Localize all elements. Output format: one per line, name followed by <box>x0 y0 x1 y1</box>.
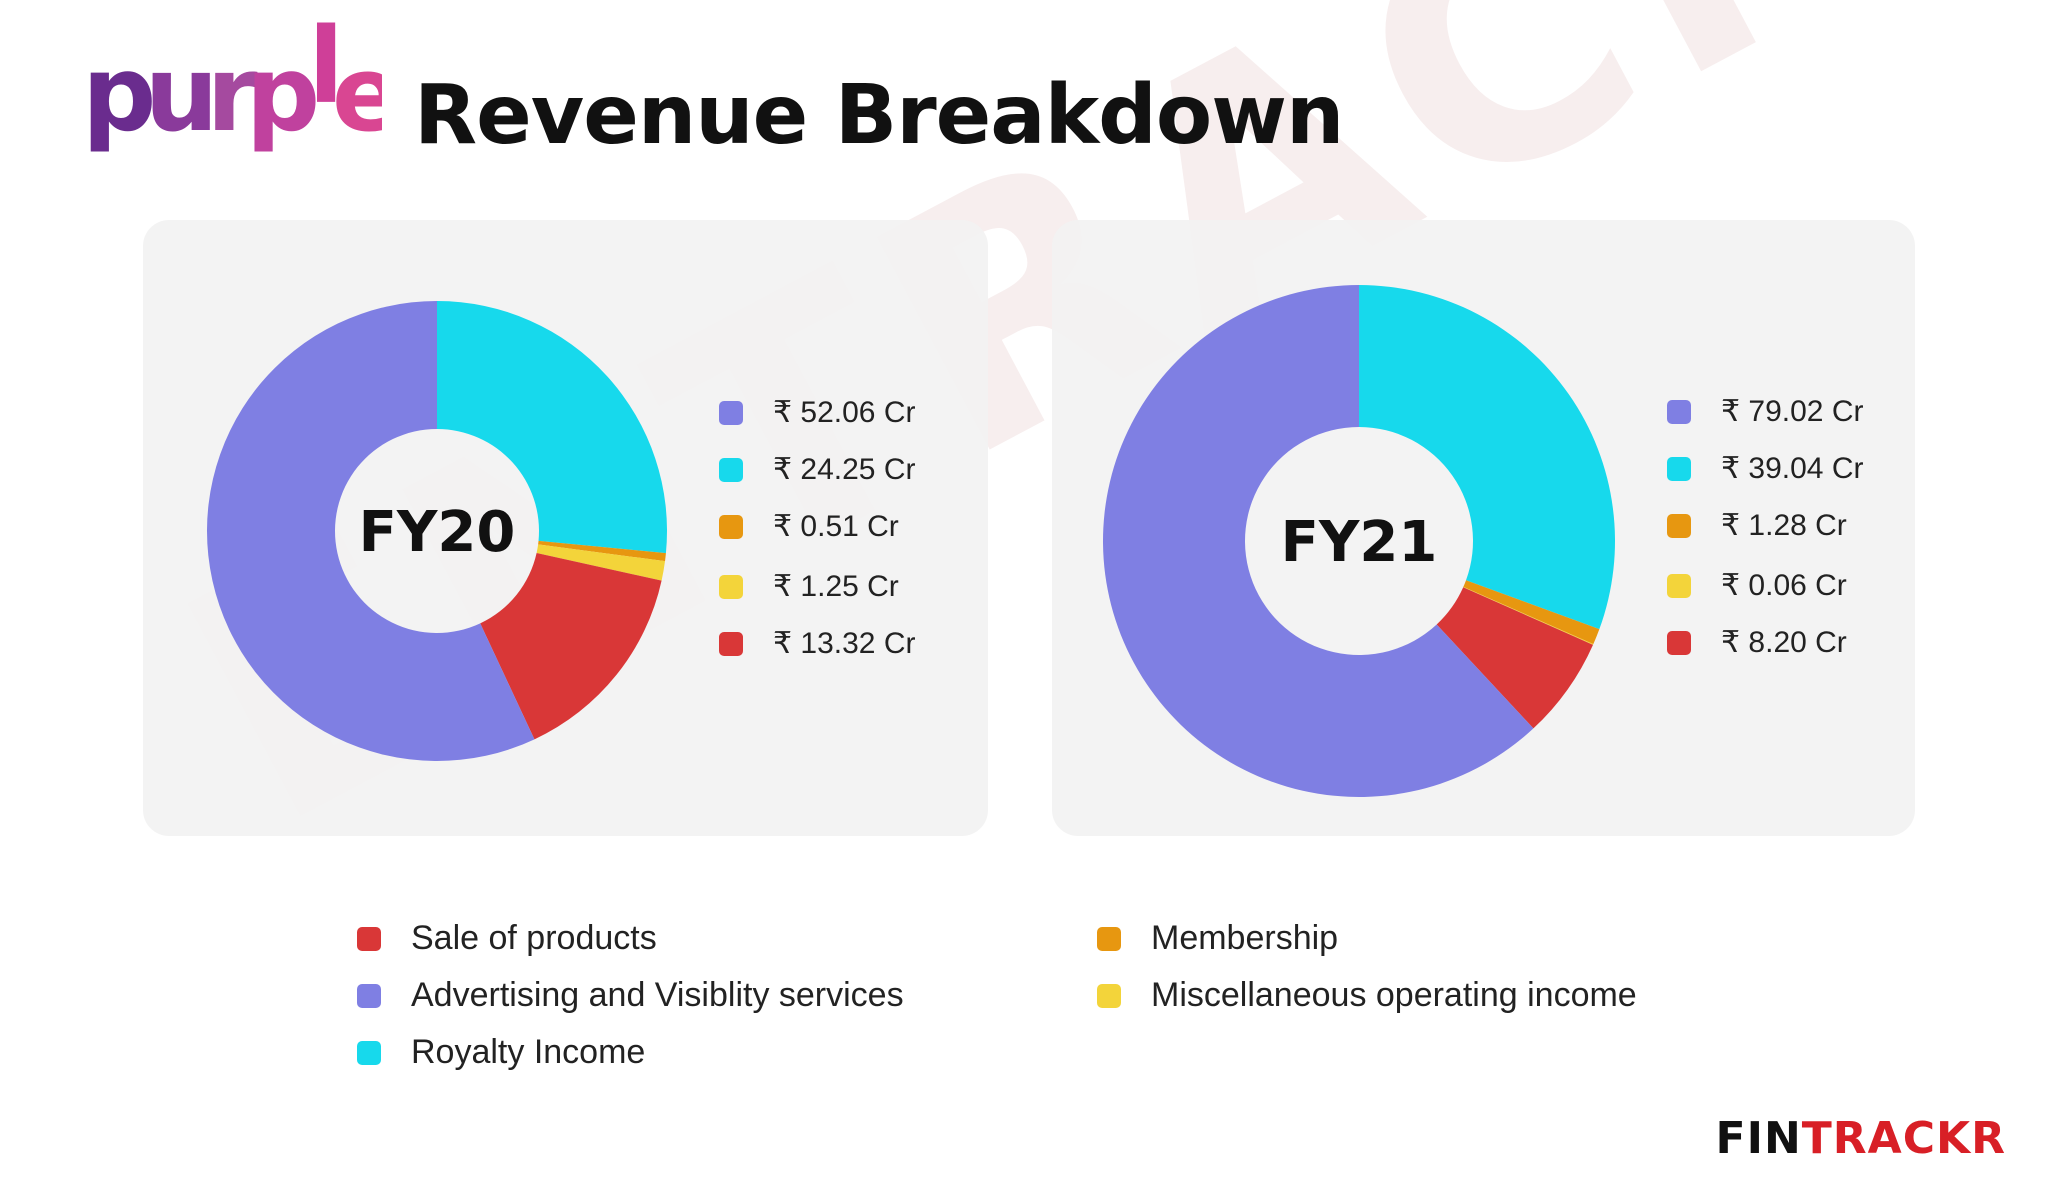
legend-item-membership: Membership <box>1097 910 1637 967</box>
legend-label: Advertising and Visiblity services <box>411 976 904 1014</box>
value-label: ₹ 39.04 Cr <box>1667 440 1864 497</box>
color-swatch <box>719 631 743 656</box>
legend-item-advertising-and-visiblity-services: Advertising and Visiblity services <box>357 967 904 1024</box>
slice-miscellaneous-operating-income <box>536 544 666 581</box>
center-label: FY21 <box>1281 510 1438 575</box>
value-label: ₹ 0.06 Cr <box>1667 557 1864 614</box>
color-swatch <box>1667 456 1691 481</box>
value-text: ₹ 0.51 Cr <box>773 510 899 543</box>
fy20-donut-chart: FY20 <box>206 301 668 761</box>
legend-swatch <box>1097 983 1121 1008</box>
legend-swatch <box>357 983 381 1008</box>
value-text: ₹ 52.06 Cr <box>773 396 916 429</box>
purple-logo: purple <box>82 22 382 155</box>
color-swatch <box>719 574 743 599</box>
value-label: ₹ 1.28 Cr <box>1667 497 1864 554</box>
value-text: ₹ 13.32 Cr <box>773 627 916 660</box>
fy21-chart-panel: FY21 ₹ 79.02 Cr ₹ 39.04 Cr ₹ 1.28 Cr ₹ 0.06… <box>1052 220 1915 836</box>
legend-label: Sale of products <box>411 919 657 957</box>
value-label: ₹ 24.25 Cr <box>719 441 916 498</box>
value-label: ₹ 1.25 Cr <box>719 558 916 615</box>
value-label: ₹ 13.32 Cr <box>719 615 916 672</box>
slice-membership <box>1463 580 1600 645</box>
slice-miscellaneous-operating-income <box>1463 586 1594 645</box>
value-text: ₹ 79.02 Cr <box>1721 395 1864 428</box>
center-label: FY20 <box>359 500 516 565</box>
page-title: Revenue Breakdown <box>414 68 1344 163</box>
value-text: ₹ 1.28 Cr <box>1721 509 1847 542</box>
legend-item-miscellaneous-operating-income: Miscellaneous operating income <box>1097 967 1637 1024</box>
brand-part-trackr: TRACKR <box>1801 1113 2006 1164</box>
value-label: ₹ 52.06 Cr <box>719 384 916 441</box>
slice-sale-of-products <box>480 553 662 740</box>
value-text: ₹ 39.04 Cr <box>1721 452 1864 485</box>
legend-item-royalty-income: Royalty Income <box>357 1024 904 1081</box>
legend-label: Miscellaneous operating income <box>1151 976 1637 1014</box>
value-text: ₹ 24.25 Cr <box>773 453 916 486</box>
value-text: ₹ 1.25 Cr <box>773 570 899 603</box>
value-label: ₹ 0.51 Cr <box>719 498 916 555</box>
slice-royalty-income <box>437 301 668 554</box>
legend-item-sale-of-products: Sale of products <box>357 910 904 967</box>
legend-swatch <box>1097 926 1121 951</box>
legend-swatch <box>357 1040 381 1065</box>
slice-royalty-income <box>1359 285 1615 630</box>
slice-sale-of-products <box>1436 587 1594 729</box>
fy20-value-list: ₹ 52.06 Cr ₹ 24.25 Cr ₹ 0.51 Cr ₹ 1.25 Cr ₹ … <box>719 384 916 672</box>
legend-left: Sale of products Advertising and Visiblit… <box>357 910 904 1081</box>
legend-right: Membership Miscellaneous operating income <box>1097 910 1637 1024</box>
fy20-chart-panel: FY20 ₹ 52.06 Cr ₹ 24.25 Cr ₹ 0.51 Cr ₹ 1.25… <box>143 220 988 836</box>
color-swatch <box>1667 573 1691 598</box>
slice-membership <box>538 540 666 562</box>
fy21-donut-chart: FY21 <box>1103 285 1615 797</box>
brand-part-fin: FIN <box>1715 1113 1802 1164</box>
legend-swatch <box>357 926 381 951</box>
slice-advertising-and-visiblity-services <box>1103 285 1534 797</box>
legend-label: Royalty Income <box>411 1033 646 1071</box>
color-swatch <box>719 457 743 482</box>
fintrackr-brand: FINTRACKR <box>1716 1113 2006 1164</box>
color-swatch <box>719 514 743 539</box>
value-label: ₹ 79.02 Cr <box>1667 383 1864 440</box>
fy21-value-list: ₹ 79.02 Cr ₹ 39.04 Cr ₹ 1.28 Cr ₹ 0.06 Cr ₹ … <box>1667 383 1864 671</box>
slice-advertising-and-visiblity-services <box>206 301 535 761</box>
value-text: ₹ 0.06 Cr <box>1721 569 1847 602</box>
legend-label: Membership <box>1151 919 1339 957</box>
color-swatch <box>1667 399 1691 424</box>
value-text: ₹ 8.20 Cr <box>1721 626 1847 659</box>
color-swatch <box>1667 630 1691 655</box>
value-label: ₹ 8.20 Cr <box>1667 614 1864 671</box>
color-swatch <box>719 400 743 425</box>
svg-text:purple: purple <box>82 22 382 155</box>
color-swatch <box>1667 513 1691 538</box>
